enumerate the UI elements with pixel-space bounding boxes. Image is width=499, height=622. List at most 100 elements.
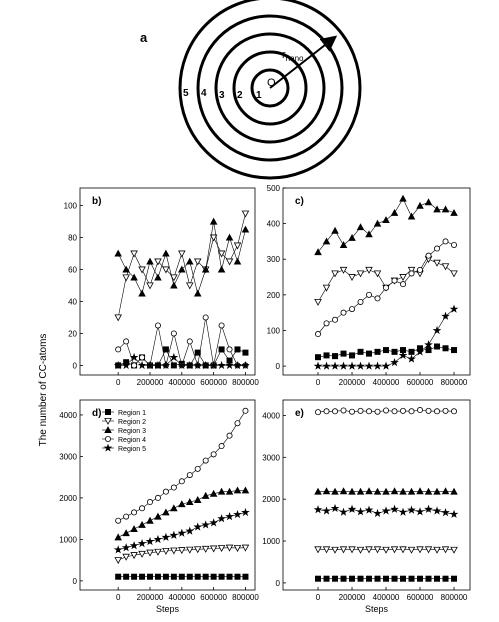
marker <box>390 208 399 216</box>
marker <box>356 270 365 278</box>
marker <box>217 360 226 370</box>
marker <box>114 314 122 322</box>
radius-label: rnano <box>282 49 304 63</box>
marker <box>241 486 250 494</box>
marker <box>225 360 234 370</box>
marker <box>210 451 217 458</box>
marker <box>322 487 331 495</box>
marker <box>339 507 348 516</box>
marker <box>424 504 433 513</box>
marker <box>349 575 356 582</box>
marker <box>162 266 170 274</box>
marker <box>407 546 416 554</box>
marker <box>425 575 432 582</box>
marker <box>441 263 450 271</box>
marker <box>433 546 441 554</box>
y-tick-label: 400 <box>267 220 281 229</box>
marker <box>162 508 170 516</box>
region-label: 3 <box>219 90 225 101</box>
y-tick-label: 1000 <box>59 535 77 544</box>
series-line <box>317 198 455 253</box>
marker <box>130 525 138 533</box>
marker <box>154 258 162 266</box>
marker <box>233 509 242 519</box>
marker <box>390 504 399 513</box>
panel-label: c) <box>295 196 304 207</box>
marker <box>365 230 373 238</box>
legend-label: Region 2 <box>118 419 146 426</box>
marker <box>217 487 226 495</box>
x-tick-label: 600000 <box>407 593 434 602</box>
marker <box>146 499 153 506</box>
marker <box>366 350 373 357</box>
marker <box>209 360 218 370</box>
marker <box>137 538 147 548</box>
marker <box>202 457 209 464</box>
marker <box>348 274 356 281</box>
marker <box>347 361 357 370</box>
circle <box>196 14 344 162</box>
marker <box>193 289 202 297</box>
panel: 0 1000 2000 3000 4000 0 200000 400000 600000 8000… <box>59 399 259 614</box>
marker <box>121 360 131 370</box>
marker <box>365 266 373 274</box>
marker <box>415 507 425 516</box>
marker <box>434 408 441 415</box>
marker <box>315 409 322 416</box>
marker <box>226 573 233 580</box>
marker <box>225 544 234 552</box>
marker <box>356 487 365 495</box>
marker <box>331 487 339 495</box>
radius-subscript: nano <box>286 54 304 63</box>
marker <box>185 546 194 554</box>
y-tick-label: 0 <box>276 362 281 371</box>
marker <box>398 350 408 360</box>
marker <box>416 546 424 554</box>
marker <box>185 360 195 370</box>
marker <box>332 353 339 360</box>
marker <box>113 360 123 370</box>
marker <box>123 338 130 345</box>
marker <box>383 347 390 354</box>
marker <box>241 360 250 370</box>
marker <box>330 361 340 370</box>
marker <box>170 274 178 282</box>
region-label: 4 <box>201 88 207 99</box>
radius-symbol: r <box>282 49 286 61</box>
marker <box>449 304 459 313</box>
x-tick-label: 400000 <box>373 593 400 602</box>
marker <box>399 194 407 202</box>
marker <box>407 354 416 363</box>
marker <box>218 322 225 329</box>
marker <box>218 443 225 450</box>
marker <box>178 547 186 555</box>
marker <box>154 573 161 580</box>
y-tick-label: 4000 <box>59 411 77 420</box>
marker <box>340 407 347 414</box>
marker <box>146 282 154 290</box>
marker <box>123 573 130 580</box>
marker <box>332 316 339 323</box>
marker <box>233 486 242 494</box>
x-tick-label: 600000 <box>407 378 434 387</box>
marker <box>408 408 415 415</box>
marker <box>374 408 381 415</box>
plot-frame <box>79 399 256 591</box>
marker <box>407 212 416 220</box>
marker <box>170 484 177 491</box>
x-tick-label: 600000 <box>200 593 227 602</box>
y-tick-label: 2000 <box>262 495 280 504</box>
x-tick-label: 400000 <box>168 593 195 602</box>
plot-frame <box>79 187 256 376</box>
marker <box>154 273 162 281</box>
panel: 0 1000 2000 3000 4000 0 200000 400000 600000 8000… <box>262 399 471 614</box>
y-axis-label: The number of CC-atoms <box>38 334 49 447</box>
y-tick-label: 0 <box>73 361 78 370</box>
series-line <box>117 317 246 367</box>
marker <box>130 250 138 258</box>
marker <box>365 546 373 554</box>
marker <box>424 198 433 206</box>
marker <box>225 233 234 241</box>
marker <box>339 546 348 554</box>
